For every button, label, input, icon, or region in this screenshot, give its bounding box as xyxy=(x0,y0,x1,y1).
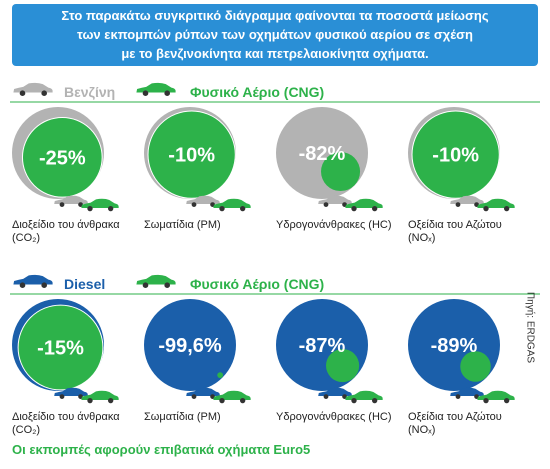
header-line: με το βενζινοκίνητα και πετρελαιοκίνητα … xyxy=(121,46,429,61)
value-label: -25% xyxy=(39,147,86,169)
item-label: Οξείδια του Αζώτου (NOₓ) xyxy=(408,411,502,436)
item-label: Διοξείδιο του άνθρακα (CO₂) xyxy=(12,411,120,436)
item-label: Οξείδια του Αζώτου (NOₓ) xyxy=(408,219,502,244)
reduction-circle xyxy=(217,372,224,379)
reference-circle xyxy=(144,299,236,391)
legend-reference: Diesel xyxy=(64,276,106,292)
reduction-circle xyxy=(411,110,500,199)
reduction-circle xyxy=(326,349,360,383)
car-icon xyxy=(345,390,383,404)
item-label: Υδρογονάνθρακες (HC) xyxy=(276,411,392,423)
footer: Οι εκπομπές αφορούν επιβατικά οχήματα Eu… xyxy=(12,442,311,457)
car-icon xyxy=(345,198,383,212)
value-label: -10% xyxy=(432,145,479,167)
header-line: Στο παρακάτω συγκριτικό διάγραμμα φαίνον… xyxy=(61,8,489,23)
value-label: -82% xyxy=(299,143,346,165)
car-icon xyxy=(81,198,119,212)
source: Πηγή: ERDGAS xyxy=(524,291,536,364)
car-icon xyxy=(13,274,53,288)
car-icon xyxy=(136,274,176,288)
value-label: -15% xyxy=(37,338,84,360)
value-label: -99,6% xyxy=(158,335,222,357)
item-label: Σωματίδια (PM) xyxy=(144,411,221,423)
car-icon xyxy=(213,198,251,212)
legend-reference: Βενζίνη xyxy=(64,84,116,100)
car-icon xyxy=(13,82,53,96)
car-icon xyxy=(477,390,515,404)
value-label: -87% xyxy=(299,335,346,357)
reduction-circle xyxy=(147,110,236,199)
header: Στο παρακάτω συγκριτικό διάγραμμα φαίνον… xyxy=(12,4,538,66)
legend-comparison: Φυσικό Αέριο (CNG) xyxy=(190,276,325,292)
car-icon xyxy=(477,198,515,212)
car-icon xyxy=(136,82,176,96)
value-label: -10% xyxy=(168,145,215,167)
item-label: Διοξείδιο του άνθρακα (CO₂) xyxy=(12,219,120,244)
header-line: των εκπομπών ρύπων των οχημάτων φυσικού … xyxy=(77,27,473,42)
legend-comparison: Φυσικό Αέριο (CNG) xyxy=(190,84,325,100)
reduction-circle xyxy=(21,116,103,198)
item-label: Υδρογονάνθρακες (HC) xyxy=(276,219,392,231)
car-icon xyxy=(213,390,251,404)
reduction-circle xyxy=(17,304,104,391)
value-label: -89% xyxy=(431,335,478,357)
reduction-circle xyxy=(321,152,361,192)
reduction-circle xyxy=(460,351,491,382)
item-label: Σωματίδια (PM) xyxy=(144,219,221,231)
car-icon xyxy=(81,390,119,404)
